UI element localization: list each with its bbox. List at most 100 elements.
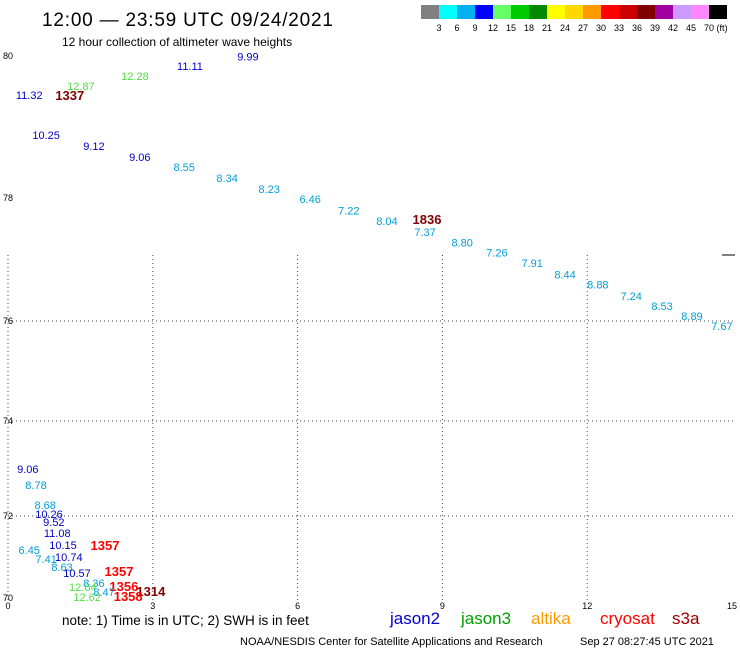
- wave-height-label: 12.62: [73, 592, 101, 604]
- observations: 9.99 11.11 12.28 12.87 11.32 1337 10.25 9.12 9.0…: [16, 52, 733, 604]
- legend-jason3: jason3: [460, 609, 511, 628]
- scale-swatch: [709, 5, 727, 19]
- wave-height-label: 6.45: [19, 545, 40, 557]
- scale-label: 15: [506, 23, 516, 33]
- pass-time-label: 1357: [91, 538, 120, 553]
- wave-height-label: 8.04: [376, 216, 397, 228]
- wave-height-label: 10.15: [49, 540, 77, 552]
- scale-label: 21: [542, 23, 552, 33]
- scale-label: 42: [668, 23, 678, 33]
- scale-swatch: [619, 5, 637, 19]
- scale-unit: (ft): [717, 23, 728, 33]
- scale-label: 70: [704, 23, 714, 33]
- scale-label: 33: [614, 23, 624, 33]
- wave-height-label: 9.12: [83, 141, 104, 153]
- wave-height-label: 8.53: [651, 301, 672, 313]
- scale-label: 3: [436, 23, 441, 33]
- scale-label: 6: [454, 23, 459, 33]
- scale-swatch: [691, 5, 709, 19]
- latitude-tick-label: 70: [3, 593, 13, 603]
- scale-label: 12: [488, 23, 498, 33]
- scale-swatch: [565, 5, 583, 19]
- legend-s3a: s3a: [672, 609, 700, 628]
- wave-height-label: 9.99: [237, 52, 258, 64]
- scale-label: 30: [596, 23, 606, 33]
- longitude-tick-label: 6: [295, 601, 300, 611]
- pass-time-label: 1358: [114, 589, 143, 604]
- pass-time-label: 1314: [136, 584, 166, 599]
- latitude-tick-label: 80: [3, 51, 13, 61]
- page-title: 12:00 — 23:59 UTC 09/24/2021: [42, 10, 334, 31]
- scale-swatch: [421, 5, 439, 19]
- color-scale: 3 6 9 12 15 18 21 24 27 30 33 36 39 42 45 70: [421, 5, 727, 33]
- pass-time-label: 1357: [105, 564, 134, 579]
- latitude-tick-label: 76: [3, 316, 13, 326]
- scale-label: 24: [560, 23, 570, 33]
- wave-height-label: 8.55: [173, 162, 194, 174]
- wave-height-label: 8.63: [51, 562, 72, 574]
- wave-height-label: 8.47: [93, 587, 114, 599]
- wave-height-label: 7.37: [414, 227, 435, 239]
- scale-label: 18: [524, 23, 534, 33]
- wave-height-label: 11.11: [177, 61, 203, 73]
- wave-height-label: 7.67: [711, 321, 732, 333]
- wave-height-label: 8.34: [216, 173, 237, 185]
- wave-height-label: 7.24: [620, 291, 641, 303]
- latitude-tick-label: 74: [3, 416, 13, 426]
- wave-height-label: 7.41: [35, 554, 56, 566]
- wave-height-label: 6.46: [299, 194, 320, 206]
- wave-height-label: 8.78: [25, 480, 46, 492]
- wave-height-label: 8.88: [587, 280, 608, 292]
- wave-height-label: 9.06: [17, 464, 38, 476]
- latitude-tick-label: 72: [3, 511, 13, 521]
- page-subtitle: 12 hour collection of altimeter wave hei…: [62, 35, 292, 49]
- wave-height-label: 8.36: [83, 578, 104, 590]
- wave-height-label: 11.08: [44, 528, 71, 540]
- wave-height-label: 10.25: [32, 130, 60, 142]
- wave-height-label: 9.06: [129, 152, 150, 164]
- pass-time-label: 1356: [109, 579, 138, 594]
- scale-swatch: [583, 5, 601, 19]
- pass-time-label: 1836: [413, 212, 442, 227]
- scale-swatch: [439, 5, 457, 19]
- axis-ticks: 80 78 76 74 72 700 3 6 9 12 15: [3, 51, 737, 611]
- wave-height-label: 12.64: [69, 582, 97, 594]
- wave-height-label: 8.23: [258, 184, 279, 196]
- scale-swatch: [655, 5, 673, 19]
- legend-altika: altika: [531, 609, 571, 628]
- wave-height-label: 12.28: [121, 71, 149, 83]
- longitude-tick-label: 9: [440, 601, 445, 611]
- scale-label: 39: [650, 23, 660, 33]
- wave-height-label: 12.87: [67, 81, 95, 93]
- wave-height-label: 10.26: [35, 509, 63, 521]
- wave-height-label: 7.26: [486, 248, 507, 260]
- legend-note: note: 1) Time is in UTC; 2) SWH is in fe…: [62, 613, 309, 628]
- footer-timestamp: Sep 27 08:27:45 UTC 2021: [580, 636, 714, 648]
- legend-cryosat: cryosat: [600, 609, 655, 628]
- wave-height-label: 10.57: [63, 568, 91, 580]
- legend-jason2: jason2: [389, 609, 440, 628]
- pass-time-label: 1337: [55, 88, 84, 103]
- wave-height-label: 11.32: [16, 90, 43, 102]
- scale-label: 45: [686, 23, 696, 33]
- scale-swatch: [529, 5, 547, 19]
- map-grid: [7, 255, 736, 600]
- scale-label: 27: [578, 23, 588, 33]
- wave-height-label: 9.52: [43, 517, 64, 529]
- wave-height-label: 8.80: [452, 237, 473, 249]
- scale-label: 36: [632, 23, 642, 33]
- longitude-tick-label: 15: [727, 601, 737, 611]
- scale-swatch: [493, 5, 511, 19]
- wave-height-label: 7.22: [338, 205, 359, 217]
- wave-height-label: 7.91: [522, 258, 543, 270]
- wave-height-label: 8.68: [34, 500, 55, 512]
- scale-swatch: [511, 5, 529, 19]
- latitude-tick-label: 78: [3, 193, 13, 203]
- scale-swatch: [673, 5, 691, 19]
- footer-credit: NOAA/NESDIS Center for Satellite Applica…: [240, 636, 543, 648]
- wave-height-label: 10.74: [55, 552, 83, 564]
- scale-swatch: [637, 5, 655, 19]
- scale-swatch: [601, 5, 619, 19]
